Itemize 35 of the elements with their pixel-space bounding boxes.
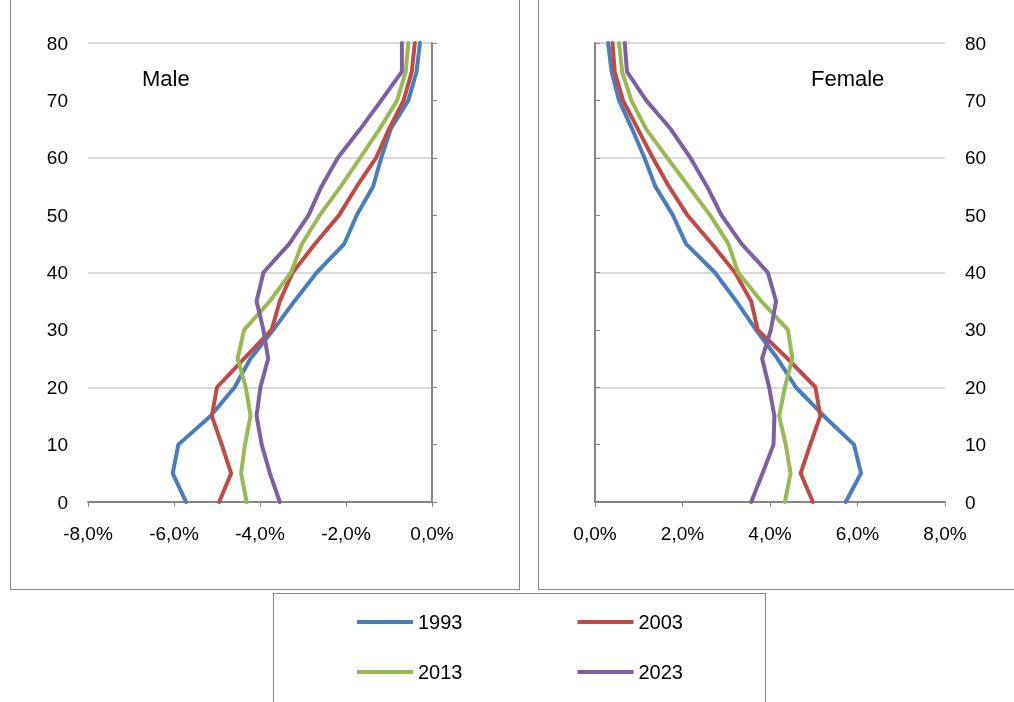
x-tick-label: -4,0% — [235, 523, 285, 544]
y-tick-label: 30 — [46, 319, 68, 341]
x-tick-label: 0,0% — [410, 523, 454, 544]
y-tick-label: 80 — [965, 32, 987, 54]
line-series — [209, 41, 417, 504]
text: Female — [811, 65, 885, 91]
legend-label: 2013 — [418, 661, 463, 683]
y-tick-label: 30 — [965, 319, 987, 341]
text: Male — [142, 65, 190, 91]
y-tick-label: 80 — [46, 32, 68, 54]
y-tick-label: 40 — [965, 262, 987, 283]
y-tick-label: 70 — [965, 89, 987, 111]
x-tick-label: 2,0% — [660, 523, 705, 544]
x-tick-label: 0,0% — [573, 523, 617, 544]
y-tick-label: 20 — [46, 376, 68, 398]
x-tick-label: -6,0% — [149, 523, 199, 544]
y-tick-label: 40 — [46, 262, 68, 283]
y-tick-label: 0 — [57, 491, 68, 513]
y-tick-label: 50 — [46, 204, 68, 226]
x-tick-label: 6,0% — [835, 523, 880, 544]
legend-label: 2023 — [638, 661, 683, 683]
y-tick-label: 0 — [965, 491, 976, 513]
y-tick-label: 10 — [46, 434, 68, 456]
y-tick-label: 60 — [965, 147, 987, 169]
y-tick-label: 50 — [965, 204, 987, 226]
y-tick-label: 10 — [965, 434, 987, 456]
y-tick-label: 70 — [46, 89, 68, 111]
legend-label: 1993 — [418, 611, 463, 633]
x-tick-label: 8,0% — [923, 523, 967, 544]
x-tick-label: -2,0% — [321, 523, 371, 544]
y-tick-label: 20 — [965, 376, 987, 398]
x-tick-label: 4,0% — [748, 523, 792, 544]
x-tick-label: -8,0% — [63, 523, 113, 544]
legend-label: 2003 — [638, 611, 683, 633]
y-tick-label: 60 — [46, 147, 68, 169]
